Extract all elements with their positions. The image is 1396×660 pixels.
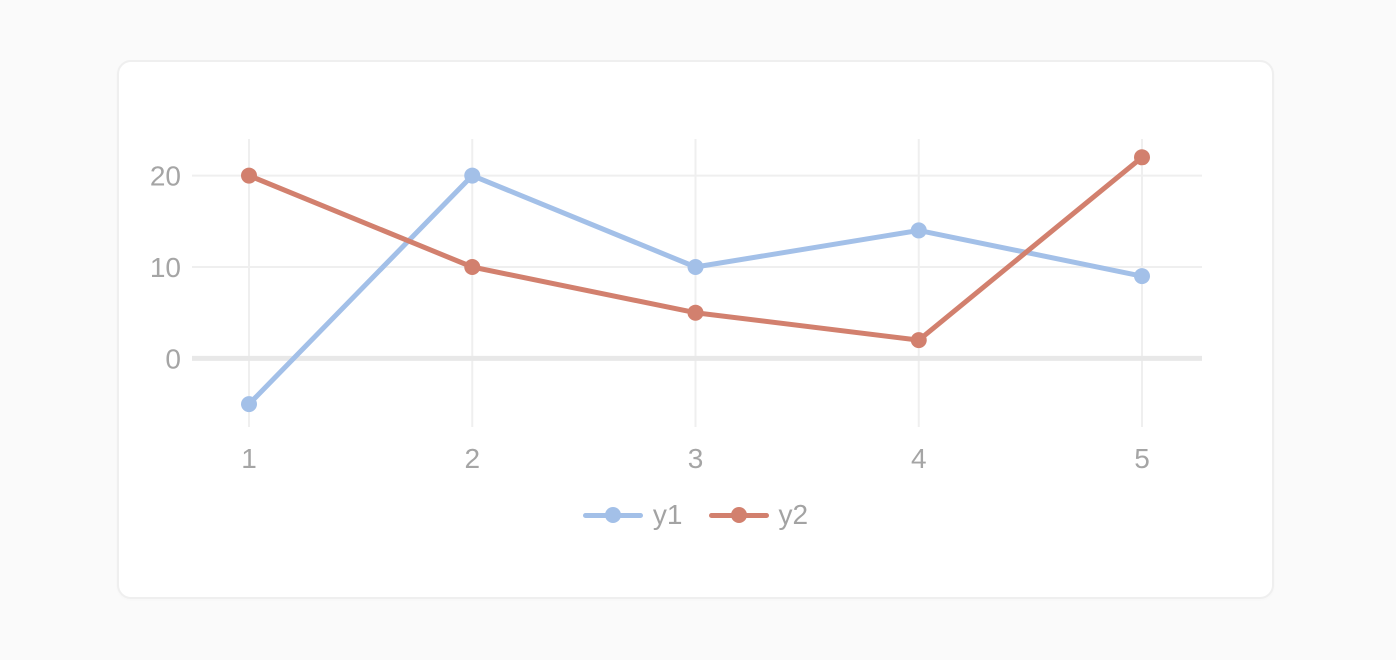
legend-label-y1: y1 xyxy=(652,499,683,530)
svg-text:2: 2 xyxy=(464,443,480,474)
legend-dot-icon xyxy=(604,507,621,523)
svg-text:20: 20 xyxy=(150,161,181,192)
svg-text:5: 5 xyxy=(1134,443,1150,474)
legend-item-y2[interactable]: y2 xyxy=(708,498,809,532)
svg-text:10: 10 xyxy=(150,252,181,283)
svg-text:0: 0 xyxy=(165,343,181,374)
chart-legend: y1 y2 xyxy=(119,498,1272,532)
svg-text:1: 1 xyxy=(241,443,257,474)
legend-item-y1[interactable]: y1 xyxy=(582,498,683,532)
legend-line-marker-y2 xyxy=(708,507,769,523)
legend-label-y2: y2 xyxy=(778,499,809,530)
legend-line-marker-y1 xyxy=(582,507,643,523)
svg-text:3: 3 xyxy=(688,443,704,474)
legend-dot-icon xyxy=(730,507,747,523)
chart-card: 20 10 0 1 2 3 4 5 y1 y2 xyxy=(117,60,1274,599)
line-chart: 20 10 0 1 2 3 4 5 xyxy=(150,139,1202,474)
svg-text:4: 4 xyxy=(911,443,927,474)
